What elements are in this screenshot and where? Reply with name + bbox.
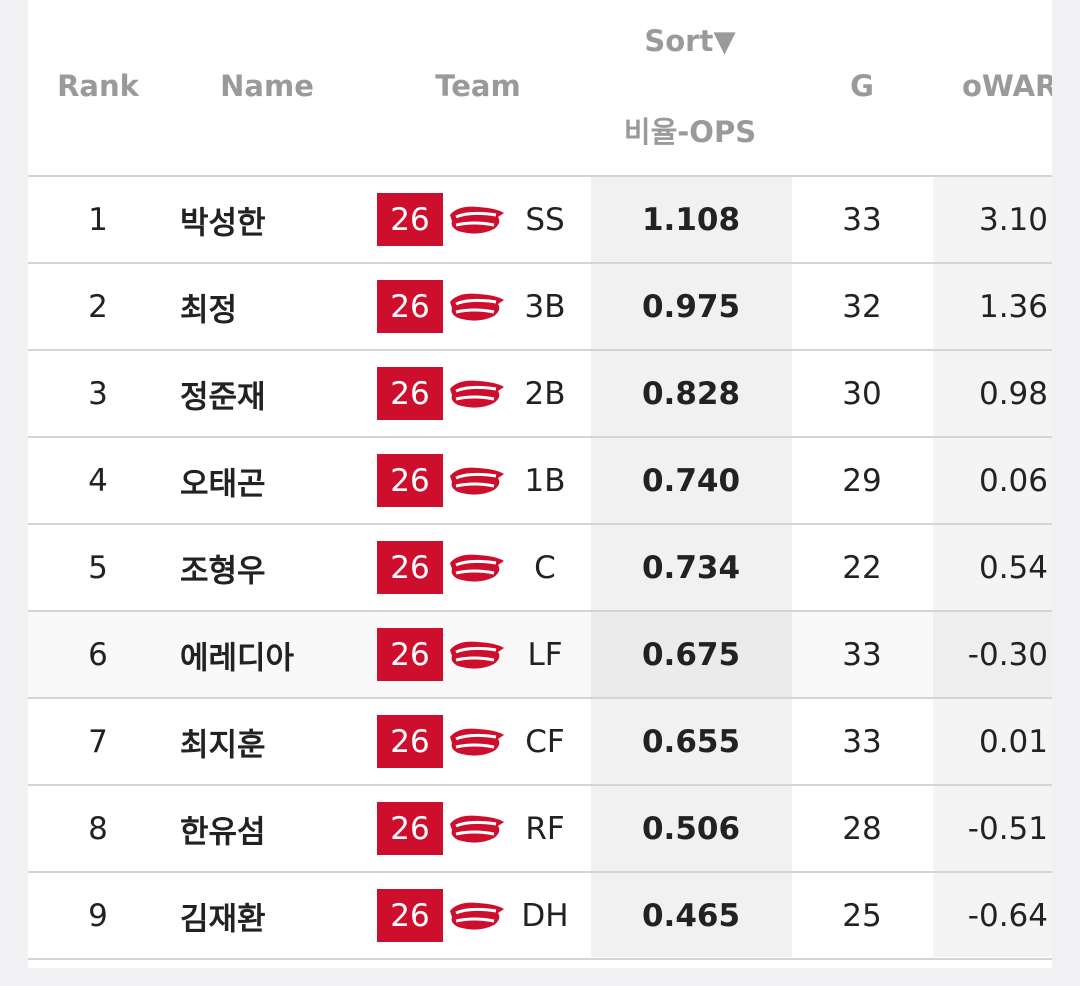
owar: 0.54 [978, 549, 1048, 586]
games: 33 [842, 636, 882, 673]
rank: 7 [88, 723, 108, 760]
rank: 1 [88, 201, 108, 238]
table-row[interactable]: 6 에레디아 26 LF 0.675 33 -0.30 [28, 610, 1052, 697]
team-number: 26 [377, 280, 443, 333]
table-row[interactable]: 8 한유섬 26 RF 0.506 28 -0.51 [28, 784, 1052, 871]
games: 28 [842, 810, 882, 847]
player-name: 조형우 [180, 553, 266, 589]
ops: 0.734 [641, 549, 741, 586]
position: 2B [524, 375, 566, 412]
games: 32 [842, 288, 882, 325]
header-ops[interactable]: 비율-OPS [623, 115, 757, 149]
table-row[interactable]: 9 김재환 26 DH 0.465 25 -0.64 [28, 871, 1052, 958]
position: SS [525, 201, 565, 238]
team-number: 26 [377, 802, 443, 855]
position: 1B [524, 462, 566, 499]
team-number: 26 [377, 541, 443, 594]
rank: 6 [88, 636, 108, 673]
team-logo [450, 206, 504, 234]
team-logo [450, 380, 504, 408]
owar: 0.98 [978, 375, 1048, 412]
table-row[interactable]: 7 최지훈 26 CF 0.655 33 0.01 [28, 697, 1052, 784]
owar: 1.36 [978, 288, 1048, 325]
position: LF [527, 636, 563, 673]
team-logo [450, 815, 504, 843]
header-name[interactable]: Name [220, 69, 314, 103]
owar: -0.64 [967, 897, 1048, 934]
team-number: 26 [377, 628, 443, 681]
rank: 8 [88, 810, 108, 847]
ops: 0.675 [641, 636, 741, 673]
rank: 9 [88, 897, 108, 934]
ops: 0.506 [641, 810, 741, 847]
team-number: 26 [377, 454, 443, 507]
player-name: 최지훈 [180, 727, 266, 763]
row-border [28, 958, 1052, 968]
ops: 1.108 [641, 201, 741, 238]
team-number: 26 [377, 193, 443, 246]
games: 25 [842, 897, 882, 934]
position: CF [525, 723, 565, 760]
player-name: 오태곤 [180, 466, 266, 502]
rank: 2 [88, 288, 108, 325]
team-logo [450, 467, 504, 495]
table-row[interactable]: 4 오태곤 26 1B 0.740 29 0.06 [28, 436, 1052, 523]
header-g[interactable]: G [850, 69, 874, 103]
ops: 0.828 [641, 375, 741, 412]
player-name: 박성한 [180, 205, 266, 241]
owar: 3.10 [978, 201, 1048, 238]
stats-table: Rank Name Team Sort▼ 비율-OPS G oWAR 1 박성한 2… [28, 0, 1052, 968]
team-logo [450, 902, 504, 930]
table-row[interactable]: 1 박성한 26 SS 1.108 33 3.10 [28, 175, 1052, 262]
position: 3B [524, 288, 566, 325]
games: 29 [842, 462, 882, 499]
team-logo [450, 728, 504, 756]
team-logo [450, 293, 504, 321]
ops: 0.975 [641, 288, 741, 325]
player-name: 정준재 [180, 379, 266, 415]
ops: 0.740 [641, 462, 741, 499]
player-name: 에레디아 [180, 640, 295, 676]
owar: -0.51 [967, 810, 1048, 847]
team-number: 26 [377, 367, 443, 420]
games: 22 [842, 549, 882, 586]
header-team[interactable]: Team [435, 69, 521, 103]
team-logo [450, 554, 504, 582]
team-logo [450, 641, 504, 669]
team-number: 26 [377, 889, 443, 942]
table-row[interactable]: 3 정준재 26 2B 0.828 30 0.98 [28, 349, 1052, 436]
owar: 0.06 [978, 462, 1048, 499]
games: 30 [842, 375, 882, 412]
rank: 3 [88, 375, 108, 412]
owar: -0.30 [967, 636, 1048, 673]
games: 33 [842, 201, 882, 238]
player-name: 한유섬 [180, 814, 266, 850]
ops: 0.465 [641, 897, 741, 934]
header-owar[interactable]: oWAR [962, 69, 1052, 103]
owar-column-bg [933, 175, 1052, 957]
rank: 5 [88, 549, 108, 586]
position: RF [525, 810, 565, 847]
owar: 0.01 [978, 723, 1048, 760]
position: C [534, 549, 556, 586]
team-number: 26 [377, 715, 443, 768]
rank: 4 [88, 462, 108, 499]
table-row[interactable]: 2 최정 26 3B 0.975 32 1.36 [28, 262, 1052, 349]
games: 33 [842, 723, 882, 760]
position: DH [521, 897, 569, 934]
table-row[interactable]: 5 조형우 26 C 0.734 22 0.54 [28, 523, 1052, 610]
ops-column-bg [591, 175, 792, 957]
header-rank[interactable]: Rank [57, 69, 139, 103]
sort-toggle[interactable]: Sort▼ [644, 24, 736, 58]
player-name: 최정 [180, 292, 238, 328]
ops: 0.655 [641, 723, 741, 760]
player-name: 김재환 [180, 901, 266, 937]
